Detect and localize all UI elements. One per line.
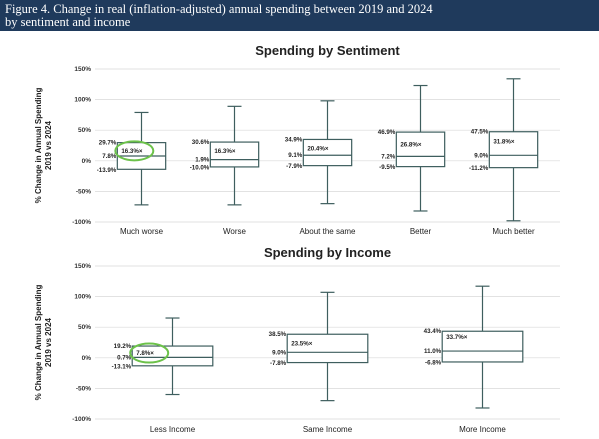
median-label: 9.0% — [272, 349, 287, 356]
q3-label: 29.7% — [99, 140, 117, 147]
mean-label: 33.7%× — [446, 334, 468, 341]
q3-label: 34.9% — [285, 136, 303, 143]
y-tick-label: 150% — [74, 263, 91, 270]
box-plot-0: 19.2% 0.7% -13.1% 7.8%× Less Income — [112, 317, 214, 434]
chart-title: Spending by Sentiment — [255, 43, 400, 58]
q1-label: -7.8% — [270, 360, 287, 367]
category-label: About the same — [299, 227, 356, 236]
figure-header: Figure 4. Change in real (inflation-adju… — [0, 0, 599, 31]
q1-label: -13.9% — [97, 167, 117, 174]
highlight-circle — [129, 342, 170, 364]
figure-title-line-1: Figure 4. Change in real (inflation-adju… — [5, 2, 433, 16]
median-label: 0.7% — [117, 354, 132, 361]
highlight-circle — [114, 140, 155, 162]
iqr-box — [286, 333, 369, 364]
box-plot-4: 47.5% 9.0% -11.2% 31.8%× Much better — [469, 78, 539, 236]
iqr-box — [395, 131, 446, 168]
y-axis-label: % Change in Annual Spending 2019 vs 2024 — [34, 285, 53, 401]
y-axis-label-line-1: % Change in Annual Spending — [34, 88, 43, 204]
category-label: Less Income — [150, 425, 196, 434]
mean-label: 31.8%× — [493, 138, 515, 145]
category-label: Worse — [223, 227, 247, 236]
q1-label: -13.1% — [112, 363, 132, 370]
iqr-box — [488, 131, 539, 169]
iqr-box — [209, 141, 260, 168]
y-tick-label: -100% — [72, 219, 91, 226]
box-plot-3: 46.9% 7.2% -9.5% 26.8%× Better — [378, 84, 446, 236]
median-label: 1.9% — [195, 157, 210, 164]
iqr-box — [441, 330, 524, 363]
y-tick-label: 50% — [78, 324, 91, 331]
y-tick-label: 100% — [74, 97, 91, 104]
mean-label: 26.8%× — [400, 141, 422, 148]
y-tick-label: -100% — [72, 416, 91, 423]
box-plot-1: 38.5% 9.0% -7.8% 23.5%× Same Income — [269, 291, 369, 434]
category-label: Same Income — [303, 425, 353, 434]
chart-title: Spending by Income — [264, 245, 391, 260]
mean-label: 7.8%× — [136, 350, 154, 357]
q1-label: -11.2% — [469, 165, 489, 172]
q1-label: -10.0% — [190, 164, 210, 171]
box-plot-2: 34.9% 9.1% -7.9% 20.4%× About the same — [285, 100, 356, 236]
category-label: Much better — [492, 227, 535, 236]
median-label: 7.2% — [381, 153, 396, 160]
y-tick-label: 50% — [78, 127, 91, 134]
y-axis-label-line-2: 2019 vs 2024 — [44, 317, 53, 366]
y-axis-label-line-1: % Change in Annual Spending — [34, 285, 43, 401]
y-axis-label: % Change in Annual Spending 2019 vs 2024 — [34, 88, 53, 204]
box-plot-2: 43.4% 11.0% -6.8% 33.7%× More Income — [424, 285, 524, 434]
q3-label: 38.5% — [269, 331, 287, 338]
mean-label: 23.5%× — [291, 340, 313, 347]
q1-label: -9.5% — [379, 164, 396, 171]
q3-label: 43.4% — [424, 328, 442, 335]
q1-label: -7.9% — [286, 163, 303, 170]
mean-label: 16.3%× — [121, 148, 143, 155]
median-label: 9.0% — [474, 152, 489, 159]
y-tick-label: 0% — [82, 158, 92, 165]
y-tick-label: 0% — [82, 355, 92, 362]
figure-title-line-2: by sentiment and income — [5, 15, 131, 29]
mean-label: 16.3%× — [214, 148, 236, 155]
chart-panel-2: Spending by Income % Change in Annual Spe… — [34, 245, 560, 434]
y-tick-label: -50% — [76, 188, 91, 195]
box-plot-0: 29.7% 7.8% -13.9% 16.3%× Much worse — [97, 111, 167, 236]
median-label: 9.1% — [288, 152, 303, 159]
category-label: Better — [410, 227, 432, 236]
box-plot-1: 30.6% 1.9%-10.0% 16.3%× Worse — [190, 105, 260, 236]
category-label: More Income — [459, 425, 506, 434]
q3-label: 46.9% — [378, 129, 396, 136]
chart-panel-1: Spending by Sentiment % Change in Annual … — [34, 43, 560, 236]
charts-area: Spending by Sentiment % Change in Annual … — [34, 43, 560, 434]
iqr-box — [302, 138, 353, 167]
q3-label: 47.5% — [471, 129, 489, 136]
y-tick-label: -50% — [76, 385, 91, 392]
y-tick-label: 100% — [74, 294, 91, 301]
median-label: 11.0% — [424, 348, 442, 355]
median-label: 7.8% — [102, 153, 117, 160]
q3-label: 30.6% — [192, 139, 210, 146]
q3-label: 19.2% — [114, 343, 132, 350]
category-label: Much worse — [120, 227, 164, 236]
q1-label: -6.8% — [425, 359, 442, 366]
mean-label: 20.4%× — [307, 145, 329, 152]
y-tick-label: 150% — [74, 66, 91, 73]
y-axis-label-line-2: 2019 vs 2024 — [44, 120, 53, 169]
